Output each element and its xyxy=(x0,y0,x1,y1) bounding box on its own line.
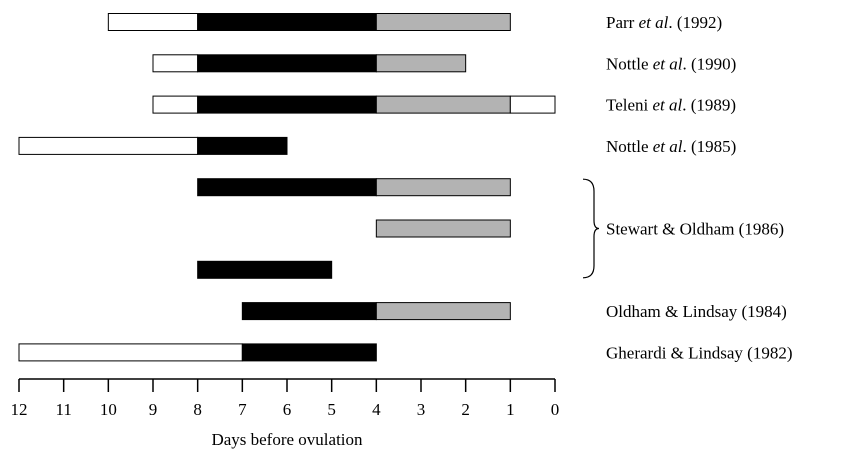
group-bracket xyxy=(582,178,600,279)
bar-segment xyxy=(197,136,288,155)
x-axis-title: Days before ovulation xyxy=(211,430,363,449)
bar-segment xyxy=(375,95,511,114)
x-tick-label: 4 xyxy=(372,400,381,419)
x-tick-label: 1 xyxy=(506,400,515,419)
reference-label: Nottle et al. (1985) xyxy=(606,137,736,156)
bar-segment xyxy=(18,136,199,155)
reference-label: Teleni et al. (1989) xyxy=(606,96,736,115)
bar-segment xyxy=(197,178,377,197)
reference-labels-layer: Parr et al. (1992) Nottle et al. (1990) Te… xyxy=(606,13,792,362)
x-tick-label: 0 xyxy=(551,400,560,419)
x-tick-label: 12 xyxy=(11,400,28,419)
bracket-layer: Stewart & Oldham (1986) xyxy=(582,178,784,279)
bar-segment xyxy=(241,302,377,321)
reference-label: Gherardi & Lindsay (1982) xyxy=(606,343,792,362)
x-tick-label: 11 xyxy=(55,400,71,419)
x-axis: 12 11 10 9 8 7 6 5 4 3 2 1 0 xyxy=(11,378,560,419)
bar-segment xyxy=(107,13,199,31)
bar-segment xyxy=(197,260,333,279)
bar-segment xyxy=(375,54,467,73)
bar-segment xyxy=(152,95,199,114)
x-tick-label: 3 xyxy=(417,400,426,419)
bar-segment xyxy=(375,178,511,197)
bar-segment xyxy=(197,54,377,73)
x-axis-ticks: 12 11 10 9 8 7 6 5 4 3 2 1 0 xyxy=(11,379,560,419)
bar-segment xyxy=(509,95,556,114)
bars-layer xyxy=(18,13,556,362)
bar-segment xyxy=(241,343,377,362)
bar-segment xyxy=(152,54,199,73)
bar-segment xyxy=(197,13,377,31)
reference-label: Oldham & Lindsay (1984) xyxy=(606,302,787,321)
x-tick-label: 8 xyxy=(193,400,202,419)
x-tick-label: 2 xyxy=(461,400,470,419)
bar-segment xyxy=(375,13,511,31)
x-tick-label: 5 xyxy=(327,400,336,419)
reference-label: Parr et al. (1992) xyxy=(606,13,722,32)
reference-label: Nottle et al. (1990) xyxy=(606,54,736,73)
x-tick-label: 10 xyxy=(100,400,117,419)
bar-segment xyxy=(197,95,377,114)
bar-segment xyxy=(375,219,511,238)
bar-segment xyxy=(18,343,243,362)
x-tick-label: 9 xyxy=(149,400,158,419)
x-tick-label: 6 xyxy=(283,400,292,419)
bar-segment xyxy=(375,302,511,321)
group-bracket-label: Stewart & Oldham (1986) xyxy=(606,220,784,239)
x-tick-label: 7 xyxy=(238,400,247,419)
